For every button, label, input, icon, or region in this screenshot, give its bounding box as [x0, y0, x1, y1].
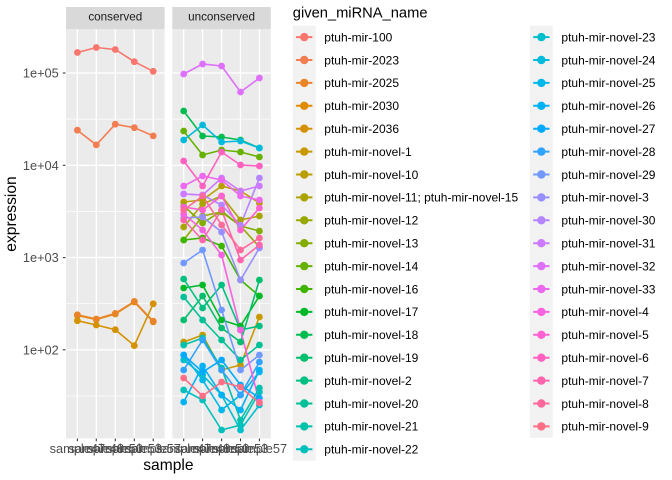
svg-text:sample47: sample47: [156, 441, 212, 456]
svg-text:sample57: sample57: [232, 441, 288, 456]
svg-text:ptuh-mir-2023: ptuh-mir-2023: [324, 53, 399, 67]
svg-text:sample53: sample53: [107, 441, 163, 456]
svg-text:ptuh-mir-novel-4: ptuh-mir-novel-4: [561, 305, 649, 319]
svg-text:ptuh-mir-novel-30: ptuh-mir-novel-30: [561, 214, 655, 228]
svg-text:ptuh-mir-novel-25: ptuh-mir-novel-25: [561, 76, 655, 90]
svg-text:ptuh-mir-2030: ptuh-mir-2030: [324, 99, 399, 113]
svg-text:ptuh-mir-novel-17: ptuh-mir-novel-17: [324, 305, 418, 319]
svg-text:1e+04: 1e+04: [23, 158, 59, 173]
svg-text:sample53: sample53: [213, 441, 269, 456]
svg-text:ptuh-mir-novel-13: ptuh-mir-novel-13: [324, 237, 418, 251]
svg-text:sample47: sample47: [50, 441, 106, 456]
svg-text:ptuh-mir-novel-3: ptuh-mir-novel-3: [561, 191, 649, 205]
svg-text:ptuh-mir-novel-32: ptuh-mir-novel-32: [561, 259, 655, 273]
svg-text:sample50: sample50: [88, 441, 144, 456]
svg-text:ptuh-mir-novel-6: ptuh-mir-novel-6: [561, 351, 649, 365]
svg-text:ptuh-mir-novel-31: ptuh-mir-novel-31: [561, 237, 655, 251]
svg-text:1e+02: 1e+02: [23, 342, 59, 357]
svg-text:ptuh-mir-novel-28: ptuh-mir-novel-28: [561, 145, 655, 159]
svg-text:ptuh-mir-novel-16: ptuh-mir-novel-16: [324, 282, 418, 296]
svg-text:1e+05: 1e+05: [23, 66, 59, 81]
svg-text:ptuh-mir-novel-22: ptuh-mir-novel-22: [324, 443, 418, 457]
svg-text:ptuh-mir-novel-2: ptuh-mir-novel-2: [324, 374, 412, 388]
svg-text:ptuh-mir-novel-19: ptuh-mir-novel-19: [324, 351, 418, 365]
svg-text:ptuh-mir-novel-23: ptuh-mir-novel-23: [561, 30, 655, 44]
svg-text:ptuh-mir-novel-10: ptuh-mir-novel-10: [324, 168, 418, 182]
svg-text:ptuh-mir-100: ptuh-mir-100: [324, 30, 392, 44]
svg-text:conserved: conserved: [88, 11, 142, 24]
svg-text:ptuh-mir-2036: ptuh-mir-2036: [324, 122, 399, 136]
svg-text:ptuh-mir-novel-26: ptuh-mir-novel-26: [561, 99, 655, 113]
svg-text:given_miRNA_name: given_miRNA_name: [293, 6, 428, 22]
svg-text:sample57: sample57: [125, 441, 181, 456]
svg-text:ptuh-mir-novel-14: ptuh-mir-novel-14: [324, 259, 418, 273]
svg-text:sample48: sample48: [175, 441, 231, 456]
svg-text:ptuh-mir-novel-20: ptuh-mir-novel-20: [324, 397, 418, 411]
svg-text:ptuh-mir-novel-18: ptuh-mir-novel-18: [324, 328, 418, 342]
svg-text:ptuh-mir-novel-8: ptuh-mir-novel-8: [561, 397, 649, 411]
svg-text:ptuh-mir-novel-29: ptuh-mir-novel-29: [561, 168, 655, 182]
svg-text:ptuh-mir-2025: ptuh-mir-2025: [324, 76, 399, 90]
svg-text:ptuh-mir-novel-12: ptuh-mir-novel-12: [324, 214, 418, 228]
svg-text:sample50: sample50: [194, 441, 250, 456]
svg-text:ptuh-mir-novel-24: ptuh-mir-novel-24: [561, 53, 655, 67]
svg-text:ptuh-mir-novel-5: ptuh-mir-novel-5: [561, 328, 649, 342]
svg-text:ptuh-mir-novel-11; ptuh-mir-no: ptuh-mir-novel-11; ptuh-mir-novel-15: [324, 191, 518, 205]
svg-text:ptuh-mir-novel-7: ptuh-mir-novel-7: [561, 374, 649, 388]
svg-text:sample48: sample48: [69, 441, 125, 456]
svg-text:unconserved: unconserved: [188, 11, 255, 24]
svg-text:ptuh-mir-novel-33: ptuh-mir-novel-33: [561, 282, 655, 296]
svg-text:ptuh-mir-novel-9: ptuh-mir-novel-9: [561, 420, 649, 434]
svg-text:ptuh-mir-novel-1: ptuh-mir-novel-1: [324, 145, 412, 159]
svg-text:ptuh-mir-novel-27: ptuh-mir-novel-27: [561, 122, 655, 136]
svg-text:sample: sample: [143, 457, 193, 474]
svg-text:1e+03: 1e+03: [23, 250, 59, 265]
svg-text:expression: expression: [3, 176, 20, 251]
svg-text:ptuh-mir-novel-21: ptuh-mir-novel-21: [324, 420, 418, 434]
